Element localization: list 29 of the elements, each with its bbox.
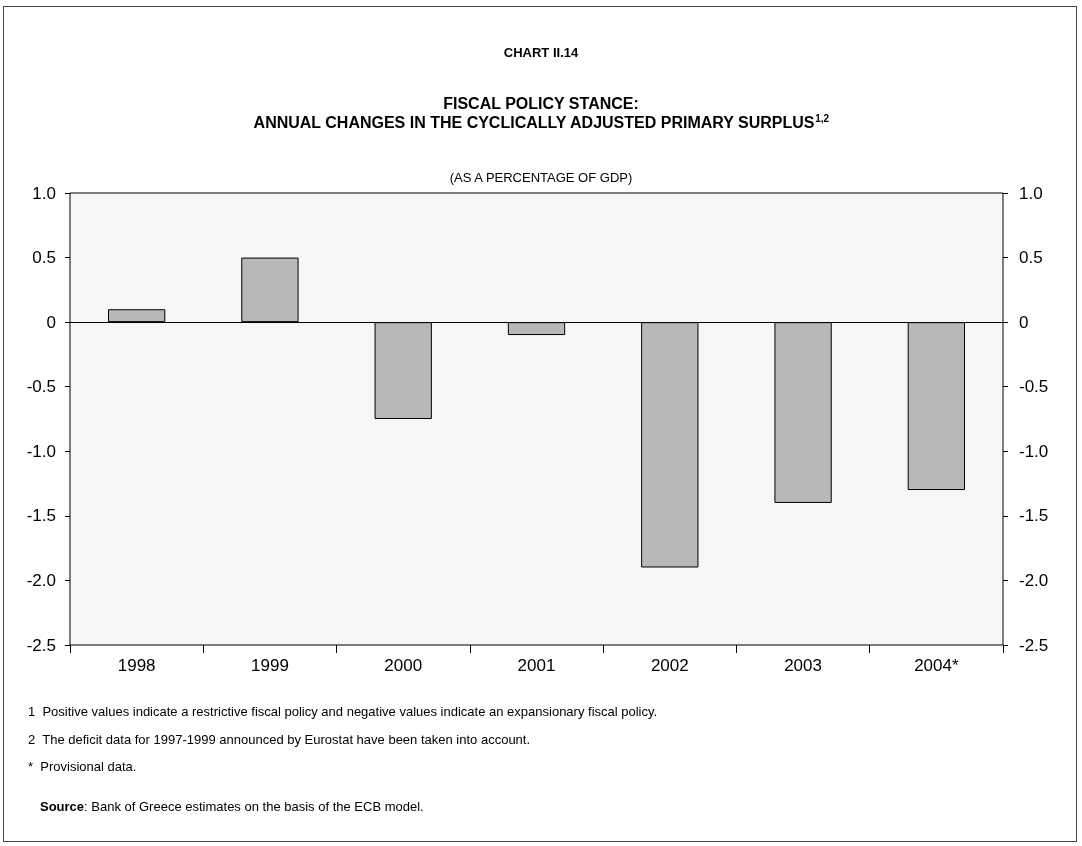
- y2-tick-label: -1.5: [1019, 506, 1049, 526]
- x-tick-label: 2001: [517, 656, 556, 675]
- text: CHART II.14: [503, 45, 579, 60]
- chart-subtitle: (AS A PERCENTAGE OF GDP): [449, 170, 633, 185]
- y2-tick-label: -2.5: [1019, 635, 1049, 655]
- y2-tick-label: -1.0: [1019, 441, 1049, 461]
- y-tick-label: -1.5: [26, 506, 56, 526]
- y-tick-label: 0.5: [32, 248, 56, 268]
- x-tick-label: 2000: [384, 656, 423, 675]
- y-tick-label: -2.0: [26, 570, 56, 590]
- y2-tick-label: 0.5: [1019, 248, 1043, 268]
- y2-tick-label: -0.5: [1019, 377, 1049, 397]
- y-tick-label: -0.5: [26, 377, 56, 397]
- x-tick-label: 1998: [117, 656, 156, 675]
- x-tick-label: 2002: [650, 656, 689, 675]
- y-tick-label: -1.0: [26, 441, 56, 461]
- x-tick-label: 1999: [251, 656, 289, 675]
- y-tick-label: -2.5: [26, 635, 56, 655]
- y2-tick-label: 1.0: [1019, 183, 1043, 203]
- source-note: Source: Bank of Greece estimates on the basis of the ECB model.: [40, 799, 424, 814]
- x-tick-label: 2003: [784, 656, 822, 675]
- y-tick-label: 1.0: [32, 183, 56, 203]
- text: 1 Positive values indicate a restrictive fiscal policy and negative values indicate an expansionary fiscal policy.: [28, 704, 658, 719]
- text: * Provisional data.: [28, 759, 137, 774]
- y2-tick-label: 0: [1019, 312, 1029, 332]
- text: 2 The deficit data for 1997-1999 announced by Eurostat have been taken into account.: [28, 732, 531, 747]
- y-tick-label: 0: [46, 312, 56, 332]
- y2-tick-label: -2.0: [1019, 570, 1049, 590]
- x-tick-label: 2004*: [914, 656, 959, 675]
